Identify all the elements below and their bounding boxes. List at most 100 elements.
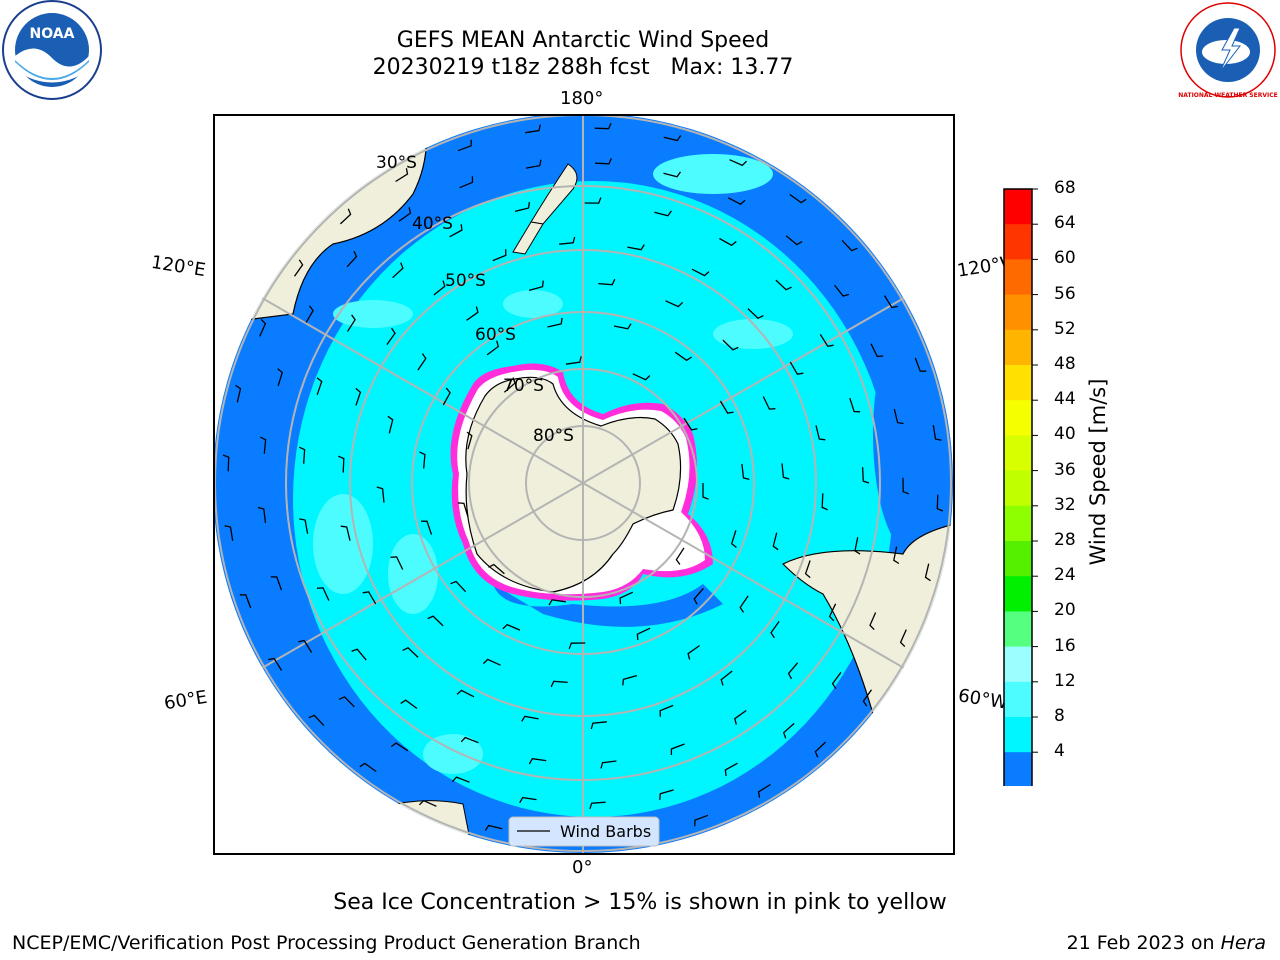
wind-barb <box>687 645 700 660</box>
wind-barb <box>392 262 404 279</box>
wind-barb <box>459 176 474 189</box>
wind-barb <box>559 236 576 245</box>
wind-barb <box>268 657 283 671</box>
map-frame <box>213 114 955 855</box>
colorbar-tick-52: 52 <box>1054 318 1076 339</box>
wind-barb <box>277 368 284 387</box>
wind-barb <box>724 762 738 776</box>
map-legend: Wind Barbs <box>508 816 660 847</box>
wind-barb <box>719 400 734 414</box>
nws-logo: NATIONAL WEATHER SERVICE <box>1178 2 1278 99</box>
wind-barb <box>804 560 811 579</box>
wind-barb <box>598 278 616 286</box>
wind-barb <box>883 295 898 309</box>
colorbar-segment <box>1004 224 1032 260</box>
wind-barb <box>683 417 698 431</box>
wind-barb <box>702 483 709 500</box>
wind-barb <box>720 670 733 686</box>
wind-barb <box>355 387 362 406</box>
polar-map: 30°S 40°S 50°S 60°S 70°S 80°S Wind Barbs <box>213 114 955 855</box>
colorbar-segment <box>1004 611 1032 648</box>
wind-barb <box>914 357 927 372</box>
wind-barb <box>259 318 267 337</box>
wind-barb <box>781 463 790 480</box>
wind-barb <box>390 556 404 570</box>
wind-barb <box>528 280 544 292</box>
lat-label-40s: 40°S <box>412 214 453 234</box>
colorbar-segment <box>1004 435 1032 472</box>
wind-barb <box>525 124 541 134</box>
colorbar-tick-24: 24 <box>1054 565 1076 586</box>
colorbar-tick-12: 12 <box>1054 670 1076 691</box>
wind-barb <box>815 425 826 441</box>
wind-barb <box>693 587 704 605</box>
colorbar-tick-36: 36 <box>1054 459 1076 480</box>
wind-barb <box>663 135 682 142</box>
wind-barb <box>675 547 685 565</box>
colorbar-tick-44: 44 <box>1054 389 1076 410</box>
wind-barb <box>659 704 674 717</box>
wind-barb <box>814 741 827 758</box>
lat-label-80s: 80°S <box>533 426 574 446</box>
wind-barb <box>390 742 409 752</box>
colorbar-tick-40: 40 <box>1054 424 1076 445</box>
colorbar-tick-56: 56 <box>1054 283 1076 304</box>
lat-label-50s: 50°S <box>445 271 486 291</box>
wind-barb <box>722 339 739 351</box>
wind-barb <box>449 224 463 238</box>
colorbar-segment <box>1004 505 1032 542</box>
wind-barb <box>665 300 684 308</box>
colorbar-tick-68: 68 <box>1054 178 1076 198</box>
noaa-logo-text: NOAA <box>30 26 75 42</box>
wind-barb <box>235 384 242 403</box>
wind-barb <box>584 197 602 204</box>
footer-date: 21 Feb 2023 on Hera <box>1067 932 1266 954</box>
footer-machine: Hera <box>1220 932 1266 954</box>
wind-barb <box>741 463 750 481</box>
wind-barb <box>932 425 942 441</box>
colorbar-segment <box>1004 646 1032 683</box>
footer-credit: NCEP/EMC/Verification Post Processing Pr… <box>12 932 641 954</box>
colorbar-tick-48: 48 <box>1054 354 1076 374</box>
wind-barb <box>775 279 792 291</box>
wind-barb <box>590 721 607 730</box>
chart-subtitle: 20230219 t18z 288h fcst Max: 13.77 <box>372 55 794 80</box>
colorbar-segment <box>1004 294 1032 331</box>
wind-barb <box>730 530 737 548</box>
wind-barb <box>418 799 437 807</box>
wind-barb <box>747 308 764 319</box>
wind-barb <box>789 193 807 204</box>
lat-label-60s: 60°S <box>475 325 516 345</box>
lon-label-60e: 60°E <box>162 686 209 715</box>
wind-barb <box>222 454 230 472</box>
wind-barb <box>338 455 345 473</box>
colorbar-segment <box>1004 400 1032 436</box>
wind-barb <box>663 171 682 178</box>
wind-barb <box>869 612 877 631</box>
noaa-logo: NOAA <box>2 0 102 100</box>
colorbar-segment <box>1004 541 1032 577</box>
colorbar-tick-28: 28 <box>1054 530 1076 550</box>
colorbar-tick-20: 20 <box>1054 600 1076 621</box>
wind-barb <box>899 629 907 648</box>
colorbar-segment <box>1004 189 1032 225</box>
wind-barb <box>340 525 351 541</box>
wind-barb <box>757 783 771 798</box>
wind-barb <box>833 284 850 297</box>
wind-barb <box>339 208 352 225</box>
wind-barb <box>400 699 418 710</box>
wind-barb <box>636 627 651 641</box>
wind-barb <box>600 760 617 769</box>
colorbar-tick-4: 4 <box>1054 741 1065 762</box>
wind-barb <box>293 259 304 277</box>
wind-barb <box>346 314 356 332</box>
wind-barb <box>734 709 747 725</box>
lon-label-180: 180° <box>560 88 604 109</box>
caption: Sea Ice Concentration > 15% is shown in … <box>333 890 947 915</box>
wind-barb <box>568 642 586 650</box>
wind-barb <box>521 715 539 722</box>
colorbar-segment <box>1004 365 1032 401</box>
wind-barb <box>456 689 475 698</box>
wind-barb <box>376 486 385 503</box>
wind-barb <box>420 520 433 535</box>
